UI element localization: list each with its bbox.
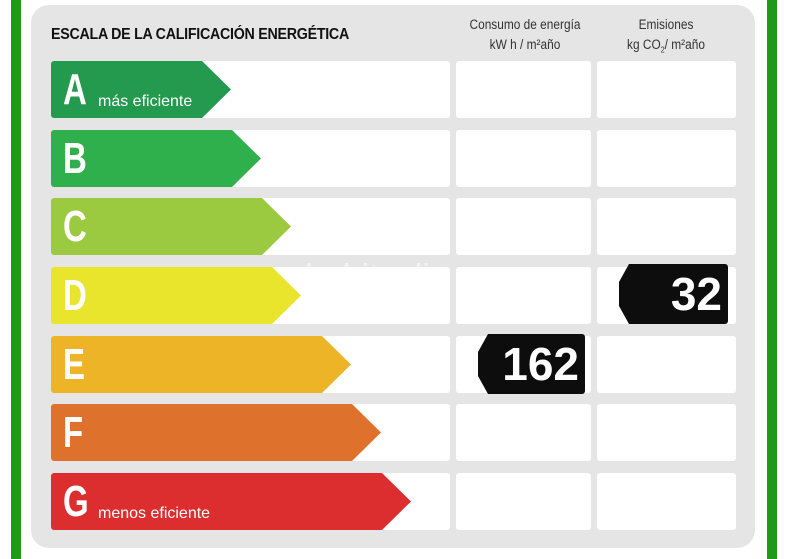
- rating-bar-d: D: [51, 267, 301, 324]
- rating-letter: D: [63, 271, 87, 320]
- rating-caption: más eficiente: [98, 93, 193, 110]
- energy-value-badge: 162: [478, 334, 585, 394]
- rating-bar-b: B: [51, 130, 261, 187]
- emissions-column-header: Emisiones kg CO2/ m²año: [627, 17, 705, 55]
- energy-cell: [456, 130, 591, 187]
- right-green-border: [767, 0, 777, 559]
- rating-caption: menos eficiente: [98, 505, 211, 522]
- rating-letter: A: [63, 65, 87, 114]
- energy-cell: [456, 404, 591, 461]
- emissions-cell: [597, 336, 736, 393]
- watermark: habitaclia: [305, 258, 449, 296]
- rating-letter: B: [63, 134, 87, 183]
- energy-column-header: Consumo de energía kW h / m²año: [469, 17, 581, 52]
- emissions-cell: [597, 473, 736, 530]
- energy-cell: [456, 198, 591, 255]
- rating-letter: E: [63, 340, 86, 389]
- rating-letter: F: [63, 408, 84, 457]
- energy-cell: [456, 267, 591, 324]
- emissions-value-badge: 32: [619, 264, 728, 324]
- emissions-cell: [597, 61, 736, 118]
- scale-title: ESCALA DE LA CALIFICACIÓN ENERGÉTICA: [51, 26, 349, 43]
- rating-bar-f: F: [51, 404, 381, 461]
- emissions-cell: [597, 198, 736, 255]
- emissions-cell: [597, 130, 736, 187]
- rating-bar-e: E: [51, 336, 351, 393]
- rating-bar-c: C: [51, 198, 291, 255]
- energy-cell: [456, 473, 591, 530]
- energy-cell: [456, 61, 591, 118]
- rating-letter: G: [63, 477, 89, 526]
- emissions-cell: [597, 404, 736, 461]
- rating-letter: C: [63, 202, 87, 251]
- left-green-border: [11, 0, 21, 559]
